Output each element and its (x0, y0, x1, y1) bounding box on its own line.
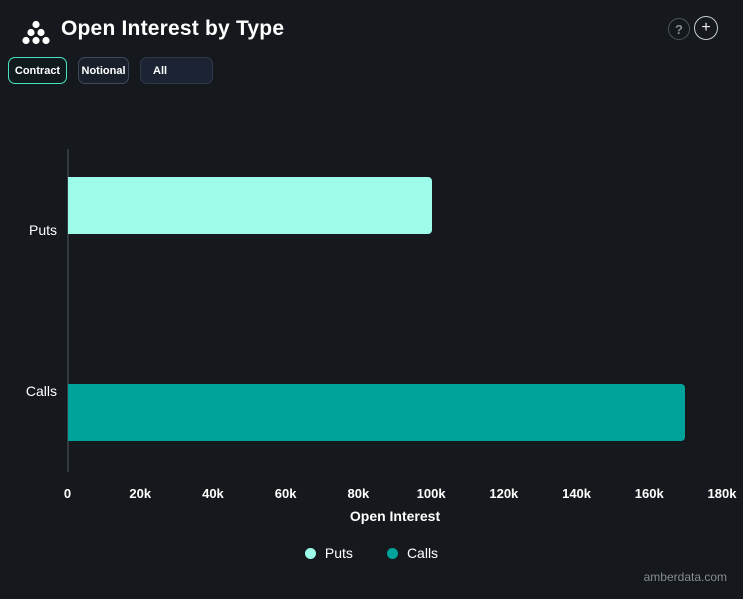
y-axis-line (67, 149, 69, 472)
page-title: Open Interest by Type (61, 17, 285, 40)
y-axis-label-puts: Puts (28, 222, 57, 238)
x-tick-label: 80k (347, 486, 370, 501)
legend-item-calls[interactable]: Calls (386, 545, 439, 561)
type-filter-dropdown[interactable]: All (140, 57, 213, 84)
legend-label: Calls (406, 545, 439, 561)
legend-item-puts[interactable]: Puts (304, 545, 353, 561)
toolbar: Contract Notional All (0, 57, 743, 84)
add-button[interactable]: + (694, 16, 718, 40)
x-tick-label: 160k (634, 486, 664, 501)
x-axis-title: Open Interest (349, 508, 441, 524)
question-mark-icon: ? (675, 21, 683, 37)
puts-legend-dot-icon (304, 547, 316, 559)
contract-toggle-button[interactable]: Contract (8, 57, 67, 84)
chart-legend: Puts Calls (0, 545, 743, 561)
notional-toggle-button[interactable]: Notional (78, 57, 129, 84)
legend-label: Puts (324, 545, 353, 561)
cluster-dots-icon (22, 20, 50, 45)
x-axis-ticks: 0 20k 40k 60k 80k 100k 120k 140k 160k 180k (0, 486, 743, 504)
calls-legend-dot-icon (386, 547, 398, 559)
x-tick-label: 20k (129, 486, 152, 501)
y-axis-label-calls: Calls (25, 383, 57, 399)
x-tick-label: 40k (202, 486, 224, 501)
calls-bar[interactable] (68, 384, 685, 441)
puts-bar[interactable] (68, 177, 432, 234)
x-tick-label: 140k (562, 486, 592, 501)
plus-icon: + (701, 19, 711, 36)
x-tick-label: 0 (63, 486, 72, 501)
x-tick-label: 100k (416, 486, 446, 501)
amberdata-watermark: amberdata.com (643, 570, 727, 584)
x-tick-label: 120k (489, 486, 519, 501)
help-button[interactable]: ? (668, 18, 690, 40)
x-tick-label: 180k (707, 486, 737, 501)
x-tick-label: 60k (274, 486, 297, 501)
